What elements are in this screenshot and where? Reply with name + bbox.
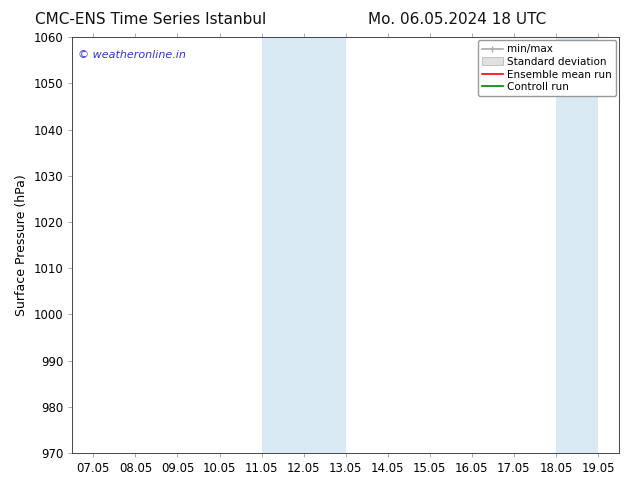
Bar (304, 37, 346, 453)
Y-axis label: Surface Pressure (hPa): Surface Pressure (hPa) (15, 174, 28, 316)
Legend: min/max, Standard deviation, Ensemble mean run, Controll run: min/max, Standard deviation, Ensemble me… (478, 40, 616, 97)
Text: Mo. 06.05.2024 18 UTC: Mo. 06.05.2024 18 UTC (368, 12, 546, 27)
Text: CMC-ENS Time Series Istanbul: CMC-ENS Time Series Istanbul (35, 12, 266, 27)
Bar (556, 37, 598, 453)
Bar (262, 37, 304, 453)
Text: © weatheronline.in: © weatheronline.in (78, 49, 186, 60)
